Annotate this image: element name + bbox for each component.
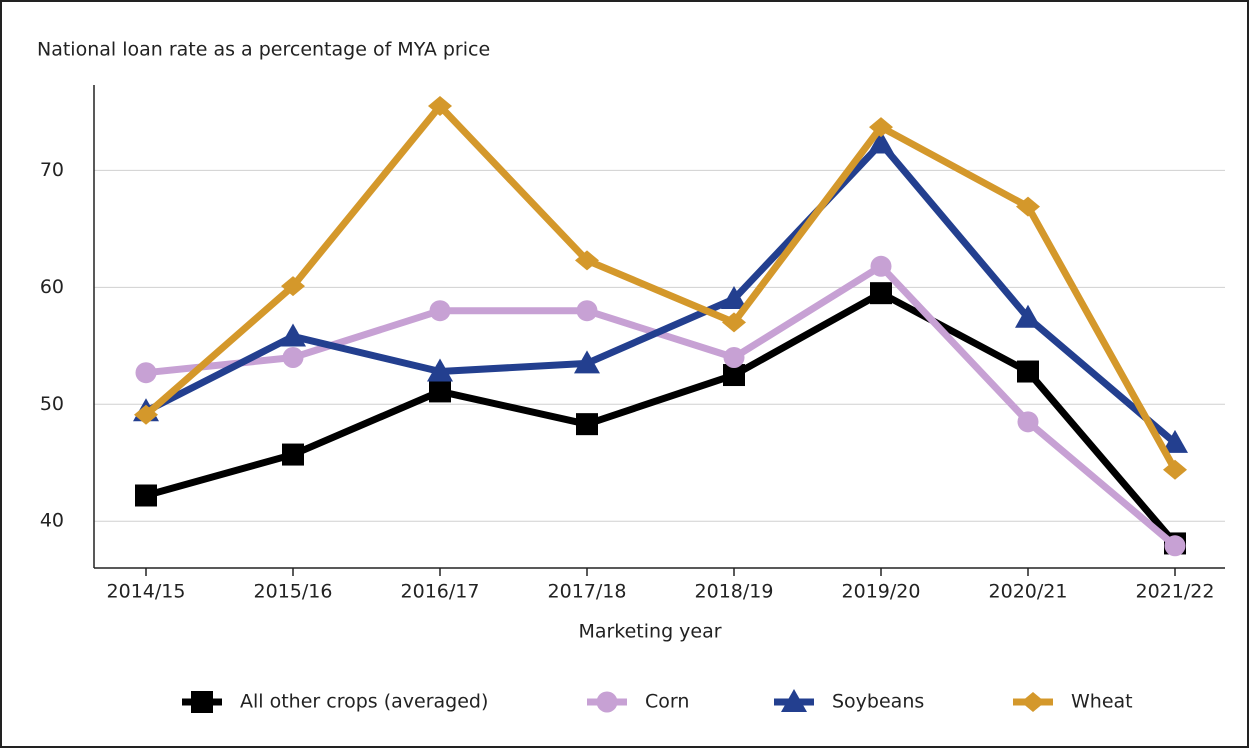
legend-label: Wheat (1071, 691, 1133, 713)
marker (135, 484, 157, 507)
marker (1016, 196, 1040, 217)
x-tick-label: 2021/22 (1136, 581, 1215, 603)
marker (723, 364, 745, 387)
marker (1162, 429, 1188, 453)
marker (281, 276, 305, 297)
y-tick-label: 50 (40, 393, 64, 415)
marker (722, 312, 746, 333)
marker (282, 443, 304, 466)
marker (870, 255, 892, 277)
series-line (144, 139, 1178, 446)
legend-label: All other crops (averaged) (240, 691, 488, 713)
marker (576, 413, 598, 436)
marker (280, 323, 306, 347)
chart-title: National loan rate as a percentage of MY… (37, 39, 490, 61)
marker (869, 117, 893, 138)
marker (596, 691, 618, 713)
marker (428, 96, 452, 117)
marker (868, 130, 894, 154)
marker (576, 300, 598, 322)
marker (1017, 411, 1039, 433)
marker (870, 282, 892, 305)
marker (1021, 692, 1045, 712)
marker (282, 346, 304, 368)
marker (781, 689, 807, 712)
marker (429, 380, 451, 403)
x-tick-label: 2017/18 (548, 581, 627, 603)
x-tick-label: 2016/17 (401, 581, 480, 603)
marker (574, 350, 600, 374)
marker (429, 300, 451, 322)
x-tick-label: 2015/16 (254, 581, 333, 603)
marker (1164, 535, 1186, 557)
series-line (143, 102, 1179, 472)
x-tick-label: 2014/15 (107, 581, 186, 603)
x-tick-label: 2018/19 (695, 581, 774, 603)
y-tick-label: 70 (40, 159, 64, 181)
x-axis-label: Marketing year (578, 621, 721, 643)
y-tick-label: 60 (40, 276, 64, 298)
marker (1015, 304, 1041, 328)
marker (1163, 459, 1187, 480)
legend-label: Corn (645, 691, 689, 713)
series-line (145, 289, 1178, 546)
x-tick-label: 2020/21 (989, 581, 1068, 603)
marker (1017, 360, 1039, 383)
marker (427, 358, 453, 382)
x-tick-label: 2019/20 (842, 581, 921, 603)
marker (134, 404, 158, 425)
marker (135, 362, 157, 384)
legend-label: Soybeans (832, 691, 924, 713)
y-tick-label: 40 (40, 510, 64, 532)
marker (721, 286, 747, 310)
marker (575, 250, 599, 271)
marker (723, 346, 745, 368)
marker (191, 691, 213, 713)
